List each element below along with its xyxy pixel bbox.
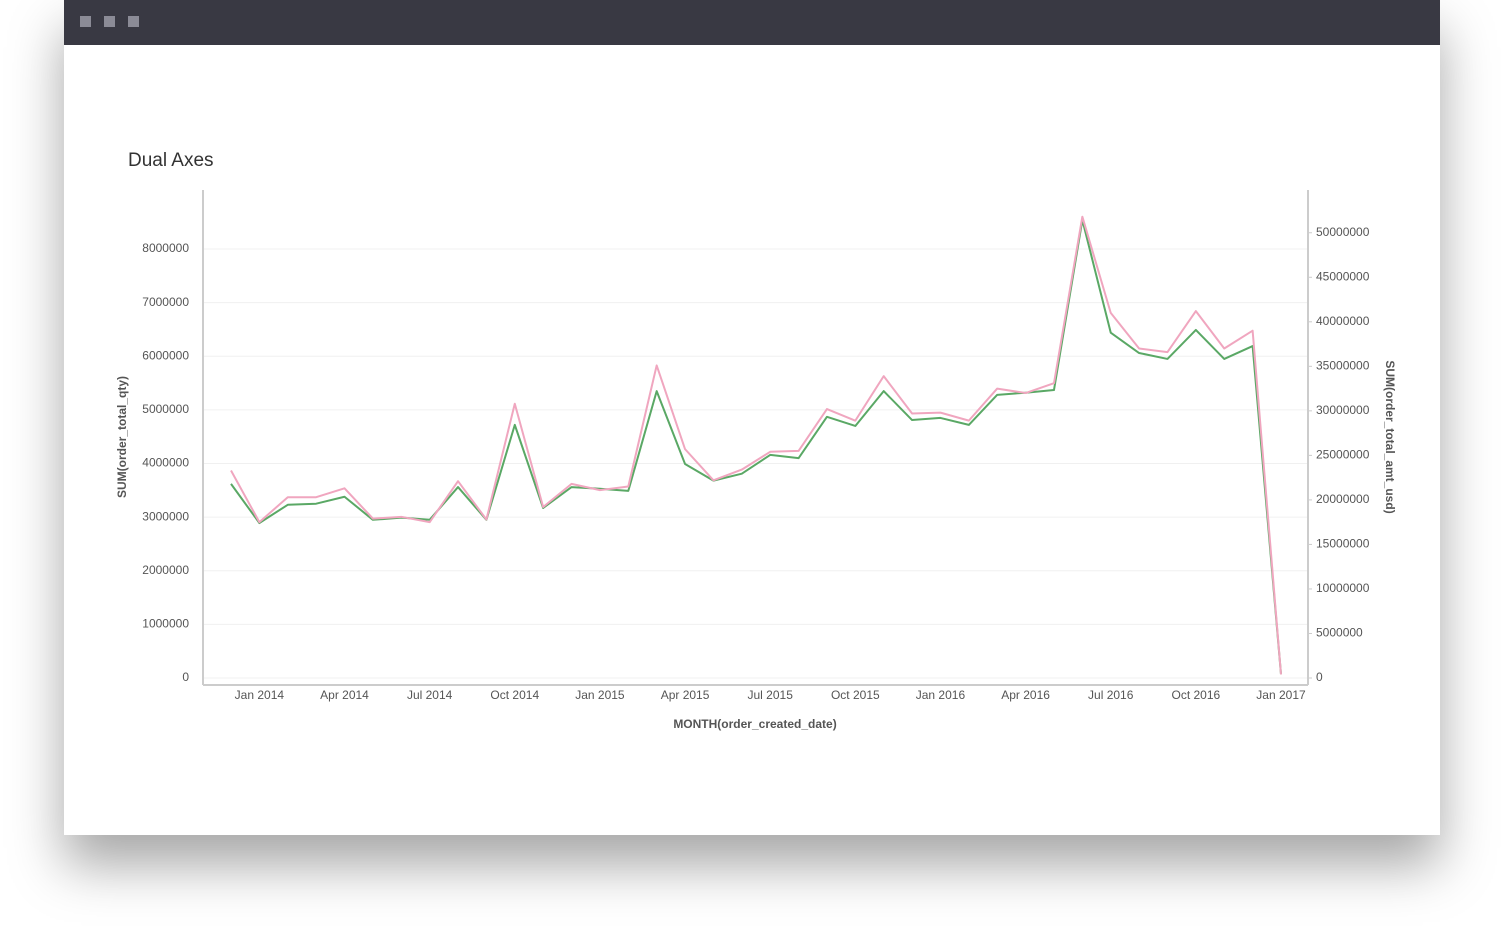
x-axis-title: MONTH(order_created_date) bbox=[673, 717, 836, 731]
series-line bbox=[230, 219, 1282, 675]
y-tick-label: 5000000 bbox=[142, 402, 189, 416]
y-tick-label: 8000000 bbox=[142, 241, 189, 255]
y2-tick-label: 5000000 bbox=[1316, 626, 1363, 640]
x-tick-label: Jul 2015 bbox=[748, 688, 794, 702]
y-tick-label: 3000000 bbox=[142, 509, 189, 523]
x-tick-label: Jan 2014 bbox=[235, 688, 285, 702]
y-axis-title: SUM(order_total_qty) bbox=[115, 376, 129, 498]
y-tick-label: 1000000 bbox=[142, 617, 189, 631]
y2-tick-label: 40000000 bbox=[1316, 314, 1370, 328]
y-tick-label: 6000000 bbox=[142, 348, 189, 362]
x-tick-label: Apr 2015 bbox=[661, 688, 710, 702]
window-button[interactable] bbox=[80, 16, 91, 27]
y-tick-label: 2000000 bbox=[142, 563, 189, 577]
x-tick-label: Jul 2014 bbox=[407, 688, 453, 702]
x-tick-label: Apr 2016 bbox=[1001, 688, 1050, 702]
x-tick-label: Jan 2016 bbox=[916, 688, 966, 702]
window-button[interactable] bbox=[128, 16, 139, 27]
title-bar bbox=[64, 0, 1440, 45]
y2-tick-label: 30000000 bbox=[1316, 403, 1370, 417]
y2-axis-title: SUM(order_total_amt_usd) bbox=[1383, 360, 1397, 513]
window-button[interactable] bbox=[104, 16, 115, 27]
x-tick-label: Jan 2015 bbox=[575, 688, 625, 702]
y2-tick-label: 50000000 bbox=[1316, 225, 1370, 239]
x-tick-label: Oct 2015 bbox=[831, 688, 880, 702]
x-tick-label: Jul 2016 bbox=[1088, 688, 1134, 702]
x-tick-label: Apr 2014 bbox=[320, 688, 369, 702]
y-tick-label: 7000000 bbox=[142, 295, 189, 309]
y-tick-label: 4000000 bbox=[142, 456, 189, 470]
y2-tick-label: 35000000 bbox=[1316, 358, 1370, 372]
y2-tick-label: 25000000 bbox=[1316, 448, 1370, 462]
x-tick-label: Oct 2016 bbox=[1172, 688, 1221, 702]
series-line bbox=[230, 215, 1282, 675]
x-tick-label: Oct 2014 bbox=[490, 688, 539, 702]
y2-tick-label: 0 bbox=[1316, 670, 1323, 684]
y2-tick-label: 45000000 bbox=[1316, 269, 1370, 283]
chart-title: Dual Axes bbox=[128, 150, 214, 171]
y2-tick-label: 20000000 bbox=[1316, 492, 1370, 506]
window bbox=[64, 0, 1440, 835]
y2-tick-label: 10000000 bbox=[1316, 581, 1370, 595]
y2-tick-label: 15000000 bbox=[1316, 537, 1370, 551]
x-tick-label: Jan 2017 bbox=[1256, 688, 1306, 702]
y-tick-label: 0 bbox=[182, 670, 189, 684]
